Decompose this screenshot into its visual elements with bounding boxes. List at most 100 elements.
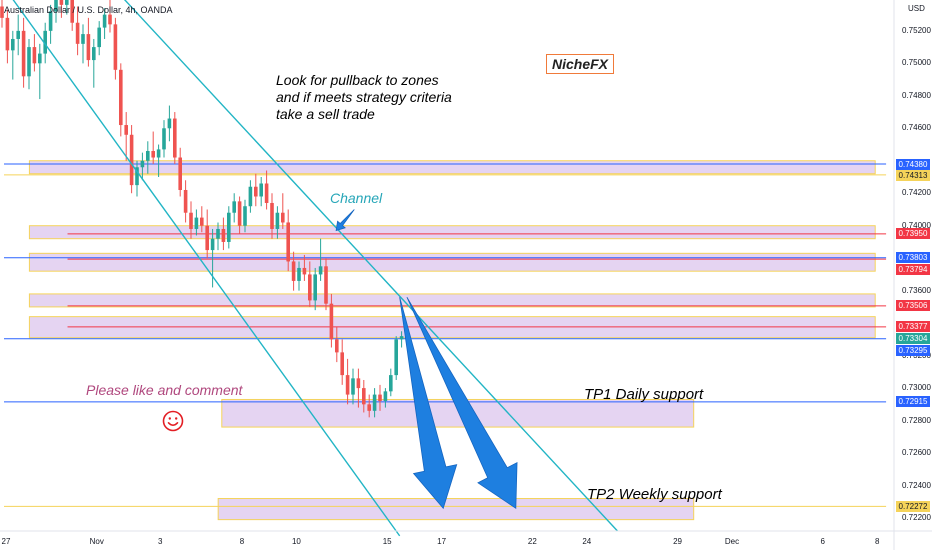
x-tick-label: 29 <box>673 537 682 546</box>
candle-50 <box>270 193 274 239</box>
zone-0 <box>28 160 876 175</box>
price-badge: 0.74380 <box>896 158 930 170</box>
candle-29 <box>156 144 161 177</box>
candle-2 <box>11 30 15 80</box>
candle-70 <box>378 384 382 411</box>
x-tick-label: 8 <box>239 537 245 546</box>
candle-18 <box>97 21 101 56</box>
x-tick-label: 10 <box>291 537 301 546</box>
pullback-line-3: take a sell trade <box>276 106 375 122</box>
candle-35 <box>189 201 193 239</box>
candle-53 <box>286 209 290 272</box>
zone-2 <box>28 252 876 272</box>
candle-20 <box>108 0 112 33</box>
price-badge: 0.73377 <box>896 321 930 333</box>
candle-67 <box>362 379 366 413</box>
tp1-annotation: TP1 Daily support <box>584 386 704 403</box>
candle-5 <box>27 38 31 90</box>
candle-43 <box>232 193 236 223</box>
candle-44 <box>237 196 242 234</box>
y-tick-label: 0.72800 <box>902 415 931 425</box>
candle-37 <box>200 206 204 233</box>
channel-annotation: Channel <box>330 190 383 206</box>
price-badge: 0.73506 <box>896 300 930 312</box>
x-tick-label: 8 <box>874 537 880 546</box>
tp2-annotation: TP2 Weekly support <box>587 486 722 503</box>
brand-label: NicheFX <box>546 54 615 74</box>
candle-54 <box>291 251 296 291</box>
pullback-line-2: and if meets strategy criteria <box>276 89 452 105</box>
candle-19 <box>102 8 107 39</box>
candle-64 <box>345 358 350 405</box>
candle-73 <box>394 336 398 380</box>
candle-4 <box>21 17 26 88</box>
candle-0 <box>0 0 4 28</box>
candle-11 <box>59 0 64 18</box>
candle-74 <box>399 331 404 348</box>
sell-arrow-0 <box>399 297 458 510</box>
price-badge: 0.73295 <box>896 344 930 356</box>
candle-32 <box>173 112 177 165</box>
price-badge: 0.73803 <box>896 252 930 264</box>
candle-51 <box>275 206 280 239</box>
candle-layer <box>0 0 404 418</box>
candle-13 <box>70 0 74 31</box>
y-tick-label: 0.74800 <box>902 90 931 100</box>
candle-9 <box>48 4 53 44</box>
channel-layer <box>12 0 618 537</box>
candle-65 <box>351 368 355 405</box>
x-tick-label: 24 <box>582 537 592 546</box>
y-tick-label: 0.75000 <box>902 58 931 68</box>
instrument-title: Australian Dollar / U.S. Dollar, 4h, OAN… <box>4 5 173 15</box>
price-badge: 0.74313 <box>896 170 930 181</box>
candle-24 <box>129 125 134 194</box>
candle-40 <box>216 222 220 251</box>
candle-1 <box>5 9 10 64</box>
candle-7 <box>38 43 42 100</box>
zone-layer <box>28 160 876 521</box>
candle-21 <box>113 17 118 80</box>
candle-28 <box>151 131 155 165</box>
y-tick-label: 0.74000 <box>902 220 931 230</box>
x-tick-label: 27 <box>1 537 11 546</box>
candle-59 <box>318 238 323 281</box>
candle-36 <box>194 209 199 236</box>
candle-15 <box>81 24 85 64</box>
x-tick-label: 6 <box>820 537 825 546</box>
y-tick-label: 0.75200 <box>902 25 931 35</box>
candle-48 <box>259 177 263 207</box>
candle-14 <box>75 6 80 56</box>
arrow-layer <box>335 209 518 510</box>
candle-34 <box>183 180 188 223</box>
channel-line-0 <box>12 0 401 537</box>
pullback-annotation: Look for pullback to zones and if meets … <box>276 72 452 123</box>
candle-52 <box>281 193 285 229</box>
candle-33 <box>178 147 182 197</box>
price-badge: 0.73794 <box>896 263 930 275</box>
y-tick-label: 0.72600 <box>902 448 931 458</box>
price-badge: 0.73304 <box>896 333 930 345</box>
candle-49 <box>264 170 269 210</box>
x-tick-label: Dec <box>724 537 740 546</box>
candle-56 <box>302 254 307 281</box>
candle-23 <box>124 112 128 161</box>
price-badge: 0.72915 <box>896 396 930 408</box>
candle-62 <box>335 326 339 363</box>
candle-47 <box>254 173 258 207</box>
candle-26 <box>140 152 145 181</box>
zone-6 <box>217 498 695 521</box>
y-tick-label: 0.74600 <box>902 123 931 133</box>
candle-63 <box>340 339 344 385</box>
x-tick-label: 17 <box>437 537 447 546</box>
y-tick-label: 0.72200 <box>902 513 931 522</box>
channel-pointer-arrow <box>335 209 355 232</box>
candle-25 <box>135 160 139 197</box>
sell-arrow-1 <box>406 296 518 510</box>
zone-1 <box>28 225 876 240</box>
candle-66 <box>356 368 361 408</box>
candle-68 <box>367 394 371 418</box>
candle-3 <box>16 14 20 56</box>
candle-31 <box>167 105 172 142</box>
like-annotation: Please like and comment <box>86 382 243 398</box>
